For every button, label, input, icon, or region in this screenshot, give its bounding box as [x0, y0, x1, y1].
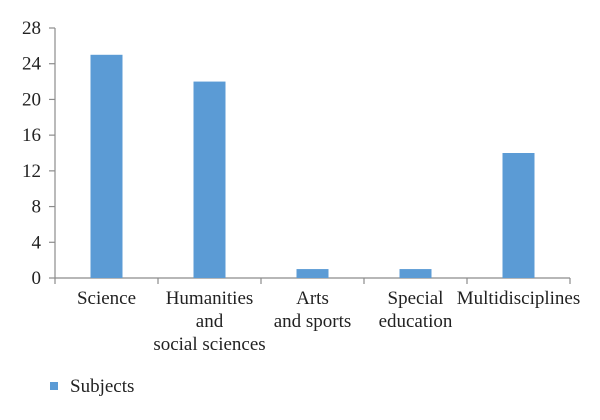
legend-label: Subjects — [70, 376, 134, 397]
x-category-label: Special education — [379, 288, 453, 332]
y-tick-label: 0 — [32, 268, 42, 289]
y-tick-label: 20 — [22, 89, 41, 110]
bars — [90, 54, 535, 279]
y-tick-label: 8 — [32, 197, 42, 218]
x-category-label: Humanities and social sciences — [153, 288, 265, 355]
bar — [90, 54, 123, 279]
x-category-label: Science — [77, 288, 136, 309]
y-tick-label: 4 — [32, 232, 42, 253]
bar — [296, 269, 329, 278]
x-category-label: Arts and sports — [274, 288, 352, 332]
legend: Subjects — [50, 376, 134, 397]
y-tick-label: 24 — [22, 54, 42, 75]
bar — [502, 153, 535, 278]
x-category-label: Multidisciplines — [457, 288, 581, 309]
y-axis: 0 4 8 12 16 20 24 28 — [22, 18, 56, 289]
y-tick-label: 28 — [22, 18, 41, 39]
bar — [193, 81, 226, 278]
bar — [399, 269, 432, 278]
x-axis — [54, 277, 571, 284]
y-tick-label: 12 — [22, 161, 41, 182]
y-tick-label: 16 — [22, 125, 41, 146]
legend-swatch — [50, 382, 58, 390]
